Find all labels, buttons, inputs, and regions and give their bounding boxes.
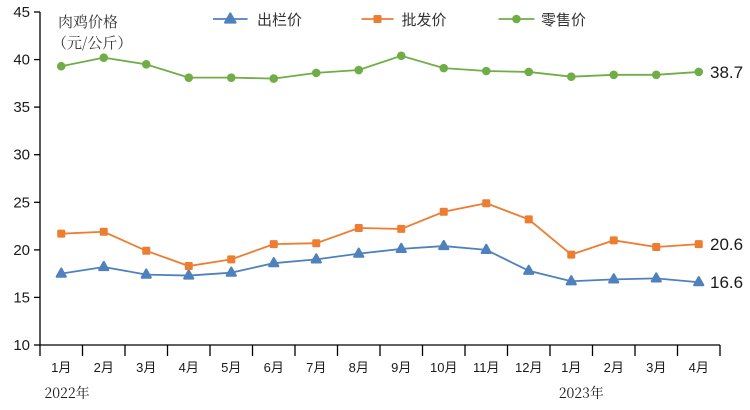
svg-text:11月: 11月 bbox=[473, 360, 500, 375]
svg-text:35: 35 bbox=[13, 99, 30, 116]
svg-text:15: 15 bbox=[13, 289, 30, 306]
svg-text:肉鸡价格: 肉鸡价格 bbox=[58, 11, 118, 32]
svg-text:8月: 8月 bbox=[349, 360, 369, 375]
svg-text:5月: 5月 bbox=[221, 360, 241, 375]
svg-text:出栏价: 出栏价 bbox=[257, 12, 302, 29]
svg-text:（元/公斤）: （元/公斤） bbox=[52, 32, 132, 53]
svg-text:16.6: 16.6 bbox=[710, 273, 743, 292]
svg-text:3月: 3月 bbox=[136, 360, 156, 375]
svg-text:零售价: 零售价 bbox=[541, 12, 586, 29]
svg-text:2022年: 2022年 bbox=[44, 383, 89, 403]
svg-text:4月: 4月 bbox=[689, 360, 709, 375]
svg-text:12月: 12月 bbox=[515, 360, 542, 375]
svg-text:30: 30 bbox=[13, 147, 30, 164]
svg-text:40: 40 bbox=[13, 52, 30, 69]
svg-text:20: 20 bbox=[13, 242, 30, 259]
svg-text:25: 25 bbox=[13, 194, 30, 211]
svg-text:4月: 4月 bbox=[179, 360, 199, 375]
svg-text:10: 10 bbox=[13, 337, 30, 354]
svg-text:3月: 3月 bbox=[646, 360, 666, 375]
svg-text:1月: 1月 bbox=[51, 360, 71, 375]
svg-text:38.7: 38.7 bbox=[710, 63, 743, 82]
svg-text:10月: 10月 bbox=[430, 360, 457, 375]
svg-text:9月: 9月 bbox=[391, 360, 411, 375]
svg-text:2023年: 2023年 bbox=[559, 383, 604, 403]
svg-text:7月: 7月 bbox=[306, 360, 326, 375]
svg-text:2月: 2月 bbox=[604, 360, 624, 375]
svg-text:6月: 6月 bbox=[264, 360, 284, 375]
svg-text:批发价: 批发价 bbox=[402, 12, 447, 29]
svg-text:1月: 1月 bbox=[561, 360, 581, 375]
svg-text:20.6: 20.6 bbox=[710, 235, 743, 254]
svg-text:2月: 2月 bbox=[94, 360, 114, 375]
svg-text:45: 45 bbox=[13, 4, 30, 21]
